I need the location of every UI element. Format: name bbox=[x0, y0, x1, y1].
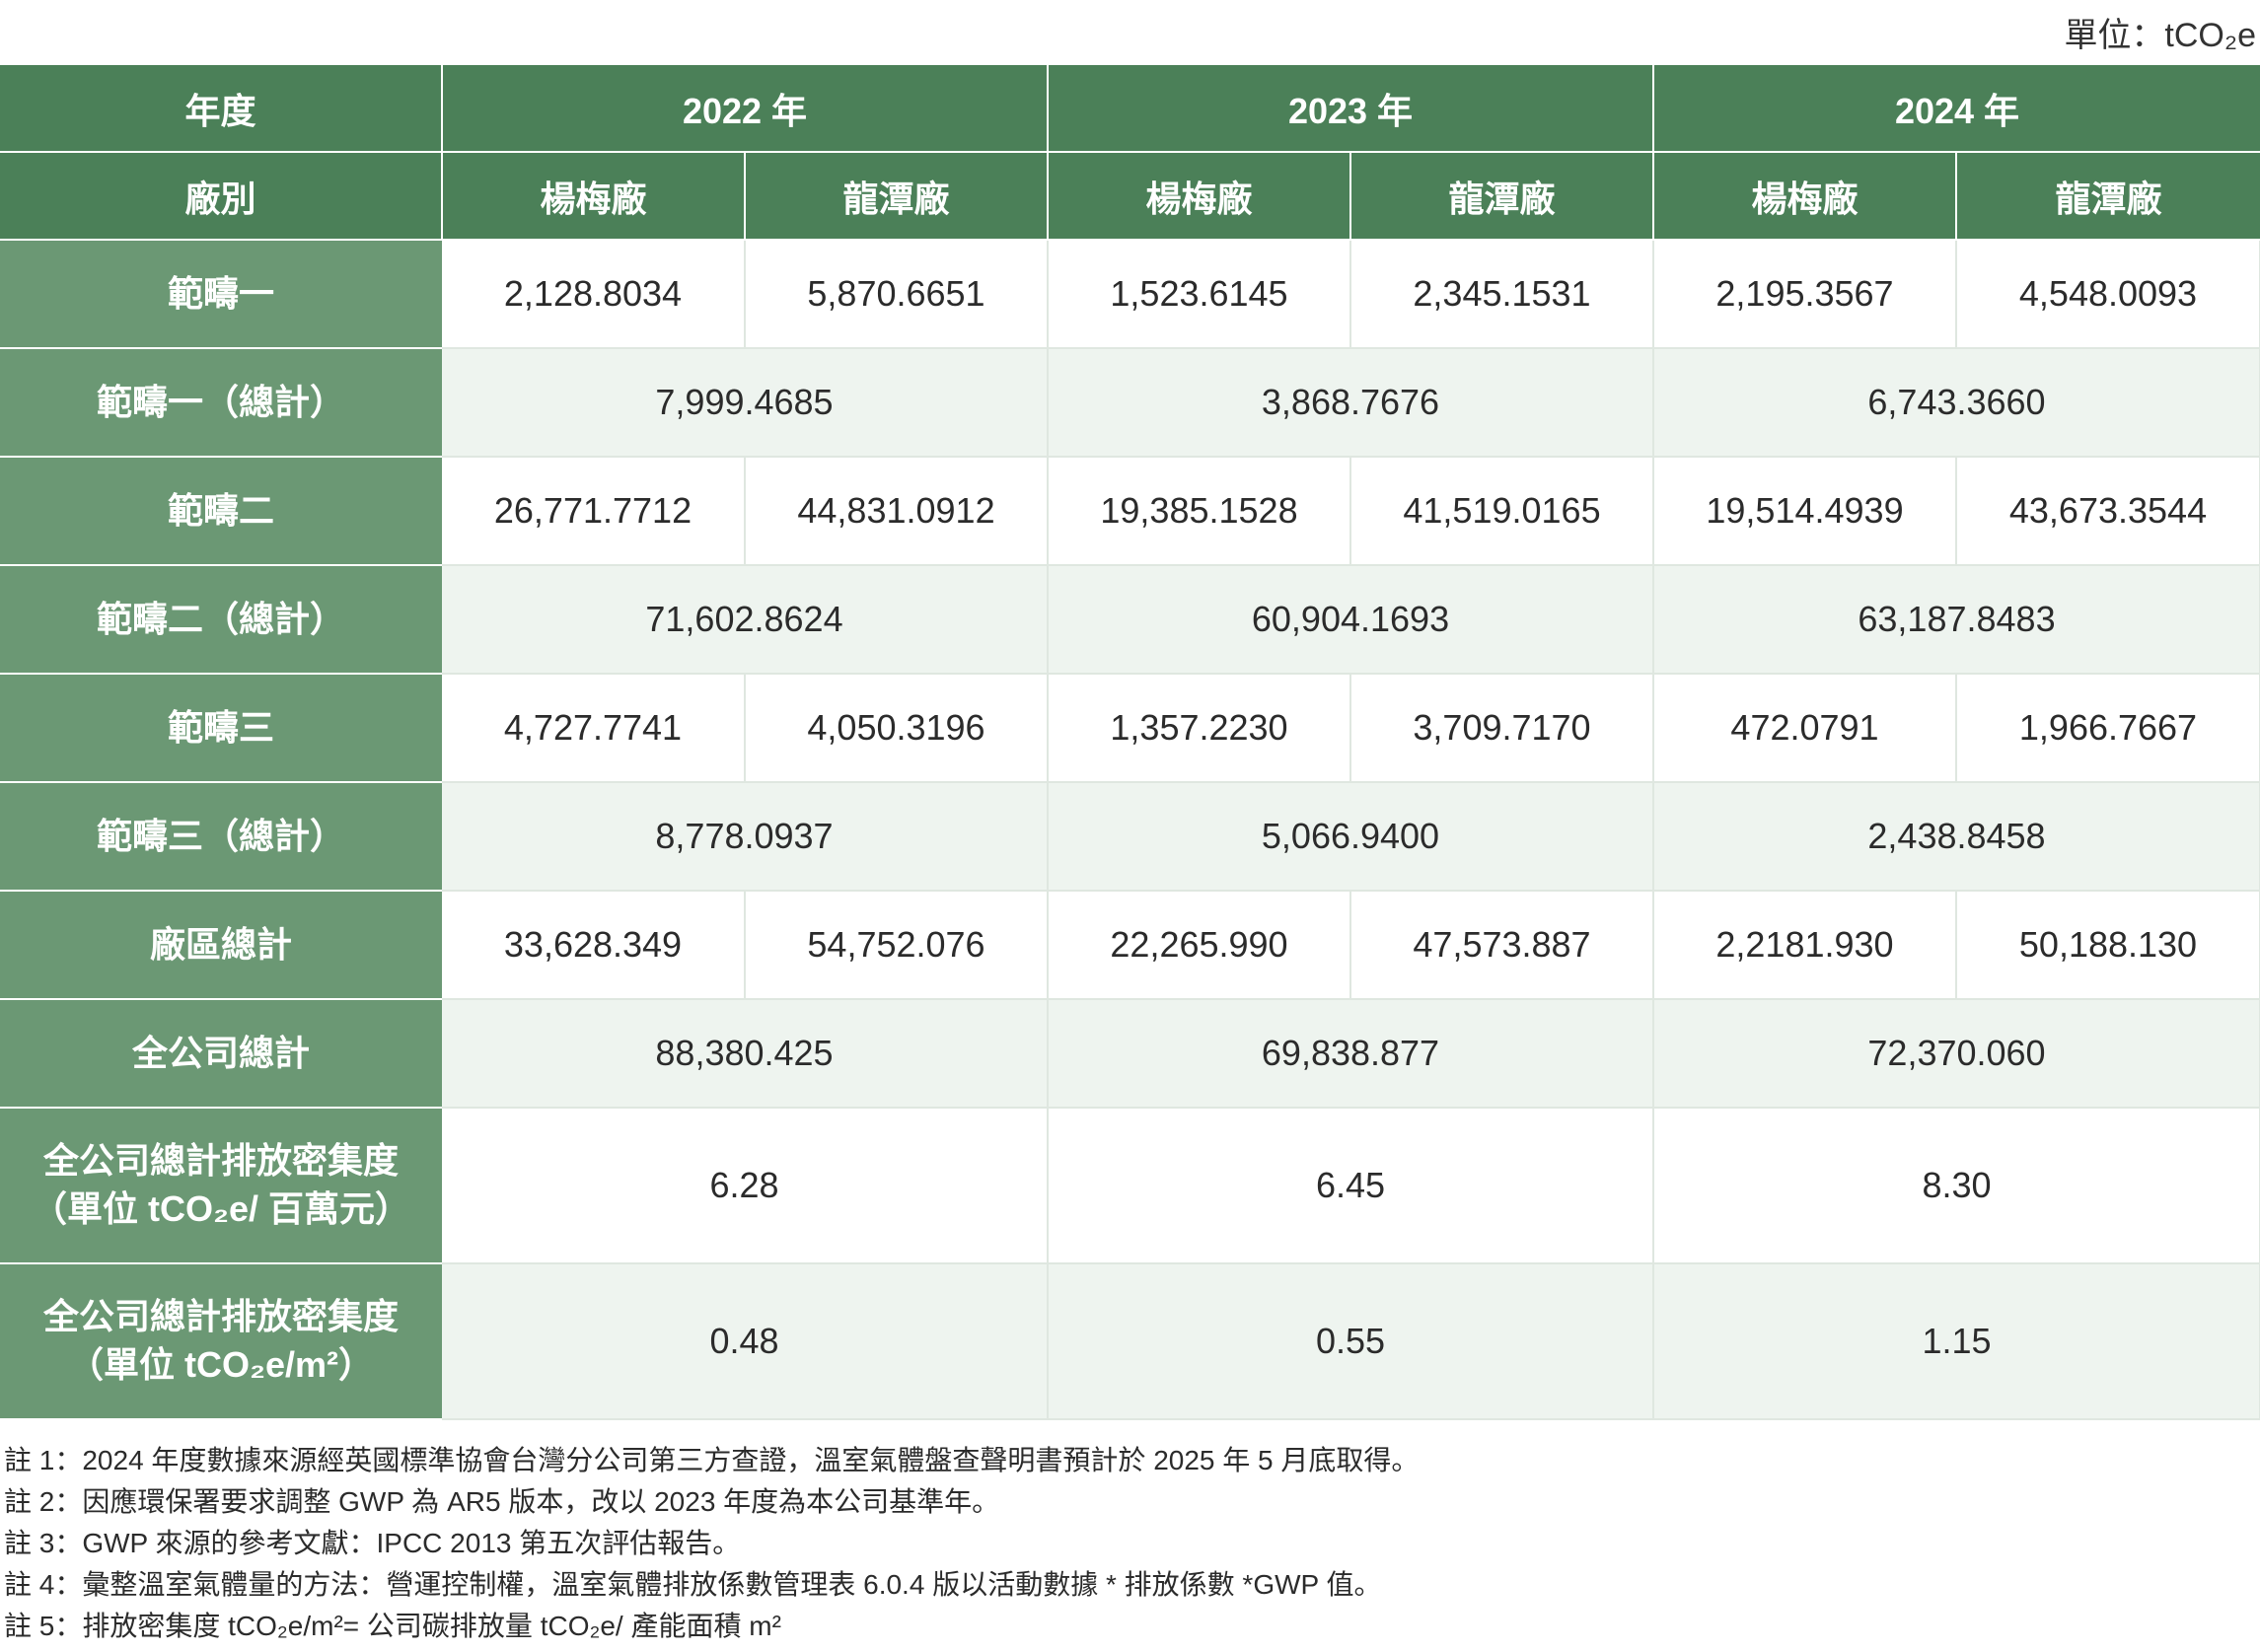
value-cell: 26,771.7712 bbox=[442, 457, 746, 566]
total-cell: 0.55 bbox=[1048, 1263, 1654, 1420]
total-cell: 7,999.4685 bbox=[442, 348, 1049, 458]
value-cell: 54,752.076 bbox=[745, 891, 1049, 1000]
row-label-line: （單位 tCO₂e/ 百萬元） bbox=[31, 1188, 410, 1229]
year-2022-header: 2022 年 bbox=[442, 65, 1049, 153]
row-label: 範疇一 bbox=[0, 240, 442, 349]
total-cell: 88,380.425 bbox=[442, 999, 1049, 1109]
value-cell: 44,831.0912 bbox=[745, 457, 1049, 566]
total-cell: 3,868.7676 bbox=[1048, 348, 1654, 458]
footnote: 註 3：GWP 來源的參考文獻：IPCC 2013 第五次評估報告。 bbox=[4, 1528, 741, 1558]
total-cell: 5,066.9400 bbox=[1048, 782, 1654, 892]
table-row: 全公司總計排放密集度 （單位 tCO₂e/m²） 0.48 0.55 1.15 bbox=[0, 1263, 2260, 1420]
total-cell: 6.45 bbox=[1048, 1108, 1654, 1264]
table-row: 廠區總計 33,628.349 54,752.076 22,265.990 47… bbox=[0, 891, 2260, 1000]
plant-header-cell: 龍潭廠 bbox=[1956, 152, 2260, 241]
year-header-label: 年度 bbox=[0, 65, 443, 153]
row-label: 廠區總計 bbox=[0, 891, 442, 1000]
total-cell: 6,743.3660 bbox=[1653, 348, 2260, 458]
value-cell: 19,514.4939 bbox=[1653, 457, 1957, 566]
footnote: 註 5：排放密集度 tCO₂e/m²= 公司碳排放量 tCO₂e/ 產能面積 m… bbox=[4, 1611, 781, 1641]
table-row: 範疇一 2,128.8034 5,870.6651 1,523.6145 2,3… bbox=[0, 240, 2260, 349]
total-cell: 6.28 bbox=[442, 1108, 1049, 1264]
total-cell: 60,904.1693 bbox=[1048, 565, 1654, 675]
table-row: 範疇一（總計） 7,999.4685 3,868.7676 6,743.3660 bbox=[0, 348, 2260, 458]
value-cell: 22,265.990 bbox=[1048, 891, 1351, 1000]
year-header-row: 年度 2022 年 2023 年 2024 年 bbox=[0, 65, 2260, 153]
value-cell: 472.0791 bbox=[1653, 674, 1957, 783]
value-cell: 5,870.6651 bbox=[745, 240, 1049, 349]
value-cell: 4,548.0093 bbox=[1956, 240, 2260, 349]
total-cell: 8,778.0937 bbox=[442, 782, 1049, 892]
total-cell: 1.15 bbox=[1653, 1263, 2260, 1420]
footnote: 註 4：彙整溫室氣體量的方法：營運控制權，溫室氣體排放係數管理表 6.0.4 版… bbox=[4, 1569, 1382, 1600]
total-cell: 8.30 bbox=[1653, 1108, 2260, 1264]
table-row: 全公司總計 88,380.425 69,838.877 72,370.060 bbox=[0, 999, 2260, 1109]
value-cell: 2,195.3567 bbox=[1653, 240, 1957, 349]
plant-header-cell: 楊梅廠 bbox=[1048, 152, 1351, 241]
row-label: 範疇一（總計） bbox=[0, 348, 442, 458]
row-label: 範疇三（總計） bbox=[0, 782, 442, 892]
footnotes: 註 1：2024 年度數據來源經英國標準協會台灣分公司第三方查證，溫室氣體盤查聲… bbox=[4, 1440, 1419, 1647]
table-row: 範疇三（總計） 8,778.0937 5,066.9400 2,438.8458 bbox=[0, 782, 2260, 892]
plant-header-cell: 龍潭廠 bbox=[745, 152, 1049, 241]
value-cell: 19,385.1528 bbox=[1048, 457, 1351, 566]
value-cell: 47,573.887 bbox=[1350, 891, 1654, 1000]
row-label: 全公司總計排放密集度 （單位 tCO₂e/ 百萬元） bbox=[0, 1108, 442, 1264]
value-cell: 50,188.130 bbox=[1956, 891, 2260, 1000]
value-cell: 4,050.3196 bbox=[745, 674, 1049, 783]
row-label: 全公司總計排放密集度 （單位 tCO₂e/m²） bbox=[0, 1263, 442, 1420]
plant-header-cell: 楊梅廠 bbox=[1653, 152, 1957, 241]
row-label: 全公司總計 bbox=[0, 999, 442, 1109]
value-cell: 1,357.2230 bbox=[1048, 674, 1351, 783]
plant-header-label: 廠別 bbox=[0, 152, 443, 241]
total-cell: 71,602.8624 bbox=[442, 565, 1049, 675]
plant-header-cell: 龍潭廠 bbox=[1350, 152, 1654, 241]
value-cell: 2,2181.930 bbox=[1653, 891, 1957, 1000]
value-cell: 1,523.6145 bbox=[1048, 240, 1351, 349]
value-cell: 3,709.7170 bbox=[1350, 674, 1654, 783]
value-cell: 1,966.7667 bbox=[1956, 674, 2260, 783]
unit-label: 單位：tCO₂e bbox=[2064, 17, 2256, 54]
total-cell: 0.48 bbox=[442, 1263, 1049, 1420]
total-cell: 72,370.060 bbox=[1653, 999, 2260, 1109]
footnote: 註 1：2024 年度數據來源經英國標準協會台灣分公司第三方查證，溫室氣體盤查聲… bbox=[4, 1445, 1420, 1475]
plant-header-cell: 楊梅廠 bbox=[442, 152, 746, 241]
year-2024-header: 2024 年 bbox=[1653, 65, 2260, 153]
total-cell: 63,187.8483 bbox=[1653, 565, 2260, 675]
total-cell: 2,438.8458 bbox=[1653, 782, 2260, 892]
value-cell: 4,727.7741 bbox=[442, 674, 746, 783]
emissions-table: 年度 2022 年 2023 年 2024 年 廠別 楊梅廠 龍潭廠 楊梅廠 龍… bbox=[0, 65, 2260, 1420]
row-label: 範疇二 bbox=[0, 457, 442, 566]
total-cell: 69,838.877 bbox=[1048, 999, 1654, 1109]
row-label-line: （單位 tCO₂e/m²） bbox=[67, 1344, 374, 1385]
footnote: 註 2：因應環保署要求調整 GWP 為 AR5 版本，改以 2023 年度為本公… bbox=[4, 1486, 1000, 1517]
value-cell: 41,519.0165 bbox=[1350, 457, 1654, 566]
row-label-line: 全公司總計排放密集度 bbox=[42, 1296, 399, 1337]
table-row: 範疇三 4,727.7741 4,050.3196 1,357.2230 3,7… bbox=[0, 674, 2260, 783]
row-label: 範疇二（總計） bbox=[0, 565, 442, 675]
table-row: 範疇二 26,771.7712 44,831.0912 19,385.1528 … bbox=[0, 457, 2260, 566]
table-row: 全公司總計排放密集度 （單位 tCO₂e/ 百萬元） 6.28 6.45 8.3… bbox=[0, 1108, 2260, 1264]
plant-header-row: 廠別 楊梅廠 龍潭廠 楊梅廠 龍潭廠 楊梅廠 龍潭廠 bbox=[0, 152, 2260, 241]
year-2023-header: 2023 年 bbox=[1048, 65, 1654, 153]
value-cell: 43,673.3544 bbox=[1956, 457, 2260, 566]
row-label-line: 全公司總計排放密集度 bbox=[42, 1140, 399, 1182]
row-label: 範疇三 bbox=[0, 674, 442, 783]
table-row: 範疇二（總計） 71,602.8624 60,904.1693 63,187.8… bbox=[0, 565, 2260, 675]
value-cell: 2,345.1531 bbox=[1350, 240, 1654, 349]
value-cell: 33,628.349 bbox=[442, 891, 746, 1000]
value-cell: 2,128.8034 bbox=[442, 240, 746, 349]
